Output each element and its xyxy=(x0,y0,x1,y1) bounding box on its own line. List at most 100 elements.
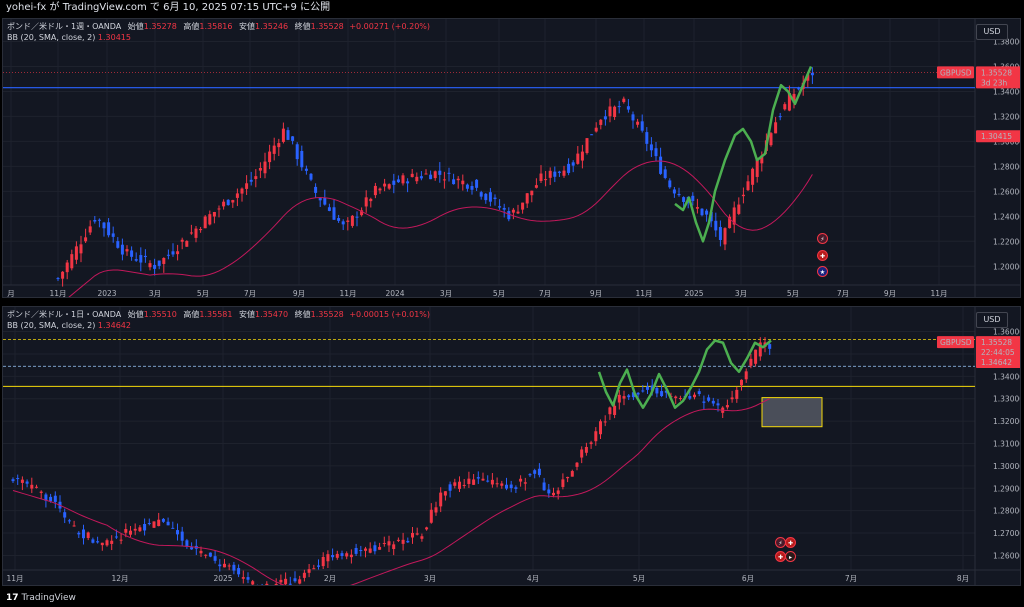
candle-body xyxy=(682,197,686,202)
candle-body xyxy=(603,421,607,423)
candle-body xyxy=(326,554,330,562)
candle-body xyxy=(594,431,598,442)
candle-body xyxy=(755,159,759,177)
candle-body xyxy=(300,150,304,168)
symbol-tag-text: GBPUSD xyxy=(940,68,972,77)
candle-body xyxy=(116,241,120,248)
candle-body xyxy=(307,569,311,573)
candle-body xyxy=(556,490,560,494)
time-axis-tick: 12月 xyxy=(111,574,128,583)
candle-body xyxy=(378,188,382,191)
candle-body xyxy=(533,470,537,474)
daily-symbol-label[interactable]: ポンド／米ドル・1日・OANDA xyxy=(7,310,122,319)
daily-currency-button[interactable]: USD xyxy=(976,312,1008,328)
candle-body xyxy=(664,390,668,393)
price-axis-tick: 1.24000 xyxy=(993,212,1020,221)
time-axis-tick: 3月 xyxy=(424,574,436,583)
weekly-currency-button[interactable]: USD xyxy=(976,24,1008,40)
target-zone-box xyxy=(761,397,823,428)
time-axis-tick: 9月 xyxy=(590,289,602,297)
tradingview-brand: TradingView xyxy=(21,593,76,603)
candle-body xyxy=(668,180,672,188)
candle-body xyxy=(152,521,156,528)
candle-body xyxy=(434,507,438,513)
candle-body xyxy=(484,193,488,201)
candle-body xyxy=(93,219,97,222)
price-axis-tick: 1.30000 xyxy=(993,462,1020,471)
candle-body xyxy=(295,144,299,160)
price-axis-tick: 1.33000 xyxy=(993,395,1020,404)
candle-body xyxy=(787,92,791,111)
weekly-chart-canvas[interactable]: 1.380001.360001.340001.320001.300001.280… xyxy=(3,19,1020,297)
candle-body xyxy=(608,106,612,117)
candle-body xyxy=(189,232,193,234)
weekly-bb-legend[interactable]: BB (20, SMA, close, 2) 1.30415 xyxy=(7,33,131,43)
time-axis-tick: 11月 xyxy=(339,289,356,297)
candle-body xyxy=(617,106,621,108)
event-group-icon[interactable]: ▸ xyxy=(785,551,796,562)
weekly-change-value: +0.00271 (+0.20%) xyxy=(349,22,430,31)
lightning-icon[interactable]: ⚡ xyxy=(817,233,828,244)
time-axis-tick: 8月 xyxy=(957,574,969,583)
daily-chart-canvas[interactable]: 1.360001.350001.340001.330001.320001.310… xyxy=(3,307,1020,585)
uk-flag-icon[interactable]: ✚ xyxy=(785,537,796,548)
candle-body xyxy=(354,547,358,554)
daily-low-value: 1.35470 xyxy=(255,310,289,319)
candle-body xyxy=(70,254,74,269)
daily-open-label: 始値 xyxy=(127,310,144,319)
candle-body xyxy=(185,540,189,547)
candle-body xyxy=(594,127,598,132)
candle-body xyxy=(298,579,302,584)
daily-chart-panel[interactable]: 1.360001.350001.340001.330001.320001.310… xyxy=(2,306,1021,586)
candle-body xyxy=(557,171,561,173)
candle-body xyxy=(585,138,589,154)
candle-body xyxy=(728,216,732,229)
candle-body xyxy=(387,184,391,189)
weekly-symbol-label[interactable]: ポンド／米ドル・1週・OANDA xyxy=(7,22,122,31)
candle-body xyxy=(30,484,34,489)
candle-body xyxy=(79,244,83,254)
candle-body xyxy=(293,578,297,582)
weekly-close-value: 1.35528 xyxy=(310,22,344,31)
candle-body xyxy=(580,151,584,161)
candle-body xyxy=(672,189,676,194)
daily-bb-value: 1.34642 xyxy=(97,321,131,330)
candle-body xyxy=(760,155,764,164)
time-axis-tick: 11月 xyxy=(49,289,66,297)
us-flag-icon[interactable]: ★ xyxy=(817,266,828,277)
candle-body xyxy=(331,555,335,558)
candle-body xyxy=(44,494,48,501)
daily-last-price-tag-text: 22:44:05 xyxy=(981,348,1015,357)
weekly-chart-panel[interactable]: 1.380001.360001.340001.320001.300001.280… xyxy=(2,18,1021,298)
candle-body xyxy=(143,523,147,531)
candle-body xyxy=(410,173,414,178)
candle-body xyxy=(138,527,142,532)
candle-body xyxy=(705,210,709,215)
candle-body xyxy=(525,193,529,204)
candle-body xyxy=(190,547,194,550)
candle-body xyxy=(396,179,400,183)
candle-body xyxy=(314,186,318,193)
time-axis-tick: 5月 xyxy=(787,289,799,297)
daily-bb-legend[interactable]: BB (20, SMA, close, 2) 1.34642 xyxy=(7,321,131,331)
candle-body xyxy=(194,228,198,238)
uk-flag-icon[interactable]: ✚ xyxy=(817,250,828,261)
candle-body xyxy=(810,72,814,76)
daily-low-label: 安値 xyxy=(239,310,256,319)
candle-body xyxy=(340,553,344,556)
bb-lower-band-line xyxy=(68,160,813,297)
candle-body xyxy=(447,172,451,174)
candle-body xyxy=(751,168,755,185)
candle-body xyxy=(350,215,354,226)
candle-body xyxy=(608,407,612,415)
price-axis-tick: 1.28000 xyxy=(993,507,1020,516)
candle-body xyxy=(246,577,250,580)
candle-body xyxy=(566,476,570,479)
candle-body xyxy=(654,148,658,157)
candle-body xyxy=(636,392,640,395)
symbol-tag xyxy=(937,66,974,79)
candle-body xyxy=(401,175,405,184)
tradingview-logo[interactable]: 17 TradingView xyxy=(6,593,76,603)
candle-body xyxy=(519,478,523,482)
candle-body xyxy=(240,188,244,194)
